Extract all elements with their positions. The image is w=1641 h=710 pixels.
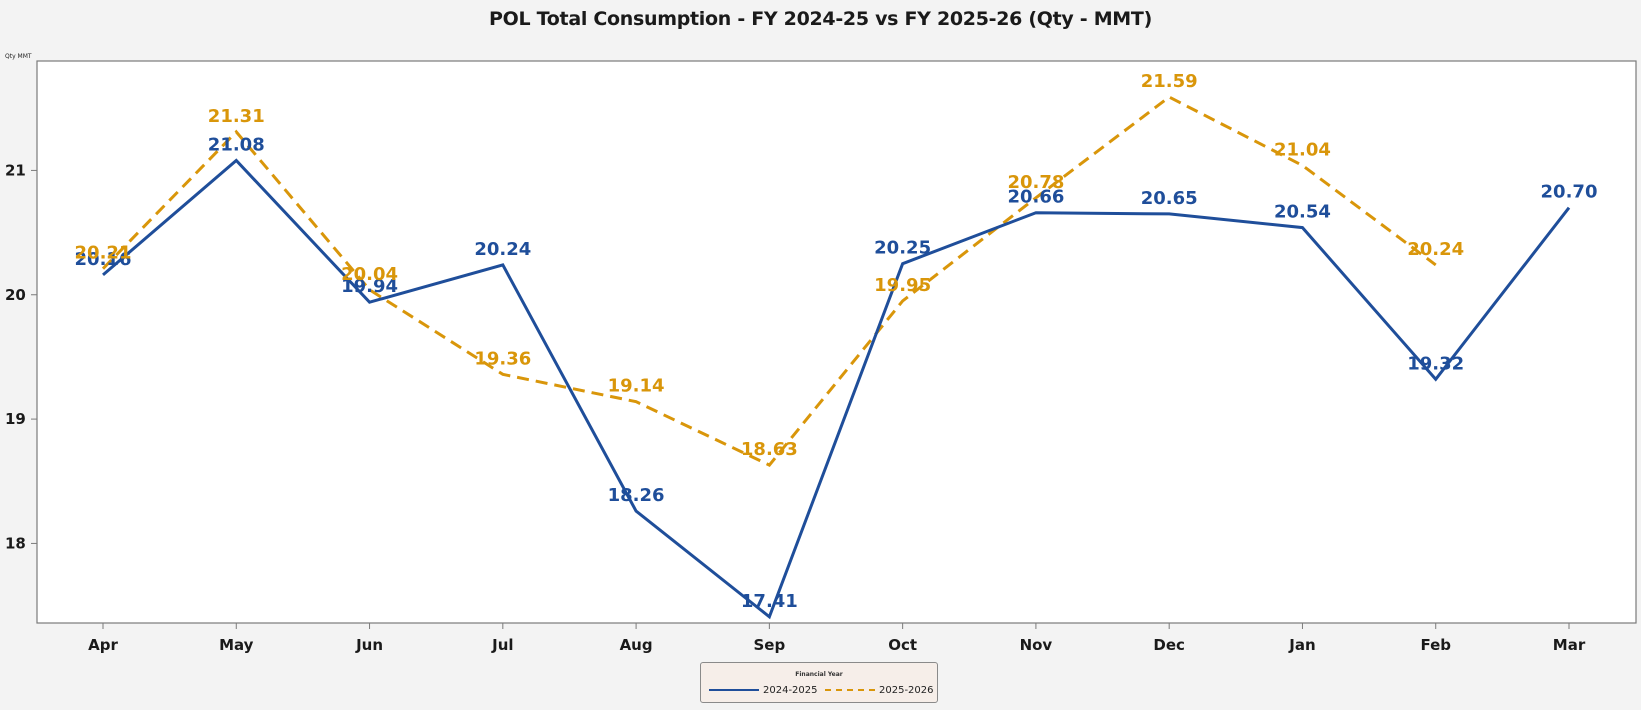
x-axis: Apr May Jun Jul Aug Sep Oct Nov Dec Jan Feb Mar: [88, 623, 1586, 654]
series-layer: [101, 95, 1571, 620]
x-tick-label: Mar: [1553, 636, 1586, 654]
data-label-2025-2026: 20.21: [75, 243, 132, 264]
x-tick-label: Feb: [1420, 636, 1451, 654]
data-point-2025-2026[interactable]: [901, 299, 905, 303]
y-tick-label: 20: [5, 286, 26, 304]
x-tick-label: Dec: [1153, 636, 1185, 654]
data-labels-layer: 20.16 21.08 19.94 20.24 18.26 17.41 20.25 20.66…: [75, 71, 1598, 612]
data-point-2024-2025[interactable]: [1300, 226, 1304, 230]
data-label-2024-2025: 20.24: [474, 239, 531, 260]
x-tick-label: Apr: [88, 636, 118, 654]
x-tick-label: Sep: [754, 636, 786, 654]
data-point-2024-2025[interactable]: [234, 158, 238, 162]
data-point-2025-2026[interactable]: [1434, 263, 1438, 267]
data-point-2024-2025[interactable]: [901, 262, 905, 266]
x-tick-label: May: [219, 636, 254, 654]
legend-item-2024-2025[interactable]: 2024-2025: [709, 683, 818, 697]
legend-swatch-solid-line: [709, 689, 759, 691]
data-label-2024-2025: 19.94: [341, 276, 398, 297]
data-point-2024-2025[interactable]: [767, 615, 771, 619]
x-tick-label: Nov: [1020, 636, 1053, 654]
legend-item-2025-2026[interactable]: 2025-2026: [825, 683, 934, 697]
data-point-2024-2025[interactable]: [501, 263, 505, 267]
data-point-2024-2025[interactable]: [634, 509, 638, 513]
data-label-2025-2026: 20.04: [341, 264, 398, 285]
x-tick-label: Jul: [491, 636, 513, 654]
data-label-2024-2025: 17.41: [741, 591, 798, 612]
data-label-2024-2025: 18.26: [608, 485, 665, 506]
data-point-2025-2026[interactable]: [634, 400, 638, 404]
y-tick-label: 19: [5, 410, 26, 428]
data-point-2024-2025[interactable]: [1567, 206, 1571, 210]
data-label-2024-2025: 19.32: [1407, 353, 1464, 374]
plot-area: [36, 60, 1637, 624]
y-axis: 18 19 20 21: [5, 161, 37, 552]
legend-label: 2024-2025: [763, 684, 818, 696]
legend-label: 2025-2026: [879, 684, 934, 696]
data-label-2025-2026: 19.14: [608, 376, 665, 397]
data-label-2025-2026: 21.04: [1274, 139, 1331, 160]
x-tick-label: Jun: [355, 636, 383, 654]
data-label-2025-2026: 19.95: [874, 275, 931, 296]
data-label-2025-2026: 21.59: [1141, 71, 1198, 92]
data-label-2024-2025: 20.66: [1007, 187, 1064, 208]
data-point-2024-2025[interactable]: [1434, 377, 1438, 381]
y-axis-title: Qty MMT: [5, 53, 32, 60]
y-tick-label: 21: [5, 161, 26, 179]
data-label-2024-2025: 20.70: [1541, 182, 1598, 203]
data-label-2025-2026: 18.63: [741, 439, 798, 460]
legend: Financial Year 2024-2025 2025-2026: [700, 662, 938, 703]
series-line-2024-2025[interactable]: [102, 158, 1571, 620]
legend-swatch-dashed-line: [825, 689, 875, 691]
data-point-2024-2025[interactable]: [368, 300, 372, 304]
y-tick-label: 18: [5, 534, 26, 552]
data-label-2024-2025: 20.16: [75, 249, 132, 270]
data-label-2025-2026: 20.24: [1407, 239, 1464, 260]
legend-title: Financial Year: [795, 671, 843, 678]
data-point-2025-2026[interactable]: [1300, 163, 1304, 167]
data-point-2024-2025[interactable]: [101, 273, 105, 277]
x-tick-label: Jan: [1288, 636, 1315, 654]
x-tick-label: Oct: [888, 636, 917, 654]
data-point-2025-2026[interactable]: [501, 372, 505, 376]
data-point-2025-2026[interactable]: [767, 463, 771, 467]
data-label-2024-2025: 20.54: [1274, 202, 1331, 223]
data-label-2024-2025: 20.65: [1141, 188, 1198, 209]
data-point-2025-2026[interactable]: [234, 130, 238, 134]
data-point-2024-2025[interactable]: [1034, 211, 1038, 215]
series-line-2025-2026[interactable]: [101, 95, 1437, 467]
data-label-2025-2026: 20.78: [1007, 172, 1064, 193]
data-label-2025-2026: 19.36: [474, 348, 531, 369]
chart-title: POL Total Consumption - FY 2024-25 vs FY…: [489, 8, 1152, 30]
x-tick-label: Aug: [620, 636, 653, 654]
data-label-2024-2025: 21.08: [208, 134, 265, 155]
data-label-2025-2026: 21.31: [208, 106, 265, 127]
data-point-2025-2026[interactable]: [1167, 95, 1171, 99]
data-label-2024-2025: 20.25: [874, 238, 931, 259]
data-point-2024-2025[interactable]: [1167, 212, 1171, 216]
